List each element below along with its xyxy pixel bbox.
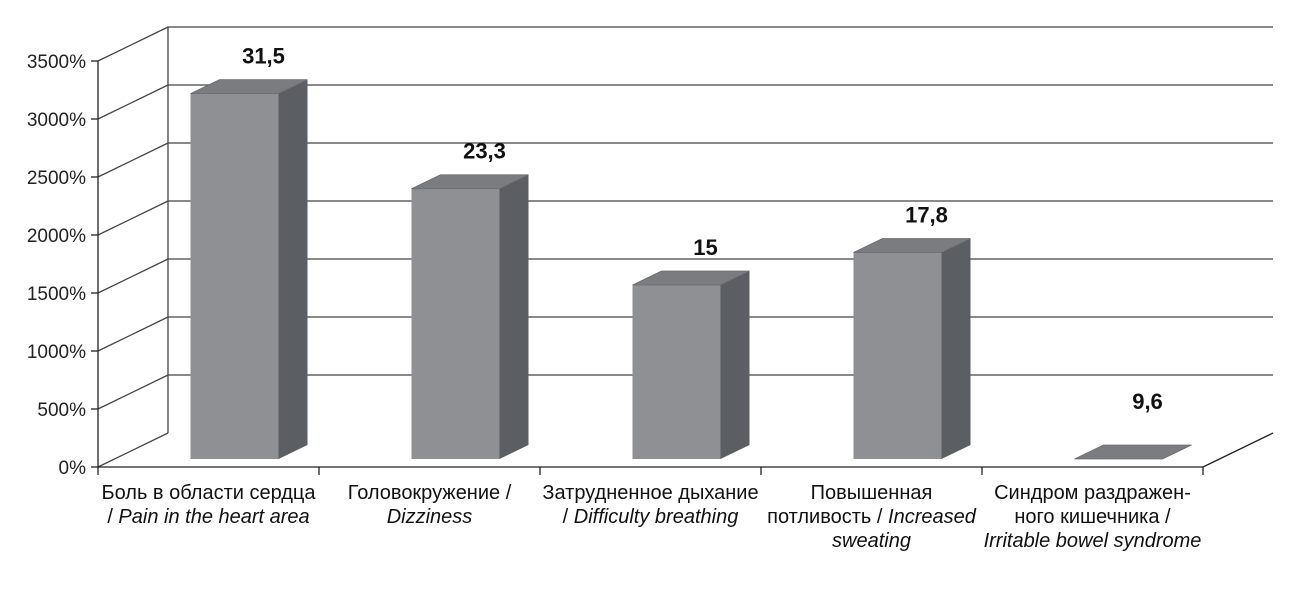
bar-front bbox=[411, 188, 500, 459]
y-tick-label: 0% bbox=[59, 458, 87, 479]
bar bbox=[853, 238, 971, 459]
category-label-ru: Затрудненное дыхание / bbox=[542, 482, 759, 528]
labels-layer: 31,5 23,3 15 17,8 9,6 bbox=[242, 44, 1163, 414]
gridline-diagonal bbox=[97, 316, 169, 352]
bar-front bbox=[632, 285, 721, 459]
bar bbox=[411, 174, 529, 459]
bar bbox=[1074, 444, 1192, 460]
x-category-label: Головокружение / Dizziness bbox=[320, 481, 540, 529]
category-label-en: Pain in the heart area bbox=[112, 506, 310, 528]
y-tick-label: 2500% bbox=[27, 168, 86, 189]
bar-top bbox=[411, 174, 529, 190]
data-label: 31,5 bbox=[242, 44, 285, 69]
bar-front bbox=[853, 252, 942, 459]
bar-top bbox=[1074, 444, 1192, 460]
category-label-ru: Головокружение / bbox=[347, 482, 512, 504]
x-category-label: Затрудненное дыхание / Difficulty breath… bbox=[541, 481, 761, 529]
y-tick-label: 1500% bbox=[27, 284, 86, 305]
bar-front bbox=[190, 93, 279, 459]
y-tick-label: 3000% bbox=[27, 110, 86, 131]
y-tick-label: 3500% bbox=[27, 52, 86, 73]
gridline-diagonal bbox=[97, 26, 169, 62]
data-label: 15 bbox=[693, 235, 717, 260]
category-label-en: Difficulty breathing bbox=[568, 506, 739, 528]
category-label-ru: Повышенная потливость / bbox=[767, 482, 933, 528]
bars-layer bbox=[190, 79, 1192, 460]
gridline-diagonal bbox=[97, 432, 169, 468]
gridline-diagonal bbox=[97, 84, 169, 120]
y-tick-label: 500% bbox=[37, 400, 86, 421]
floor-right-edge bbox=[1202, 432, 1274, 468]
gridline-diagonal bbox=[97, 142, 169, 178]
x-category-label: Боль в области сердца / Pain in the hear… bbox=[99, 481, 319, 529]
x-category-label: Синдром раздражен-ного кишечника / Irrit… bbox=[983, 481, 1203, 553]
y-tick-label: 2000% bbox=[27, 226, 86, 247]
data-label: 23,3 bbox=[463, 139, 506, 164]
bar bbox=[632, 270, 750, 459]
bar-top bbox=[853, 238, 971, 253]
bar-top bbox=[190, 79, 308, 94]
bar bbox=[190, 79, 308, 459]
y-tick-label: 1000% bbox=[27, 342, 86, 363]
bar-side bbox=[499, 174, 529, 459]
data-label: 17,8 bbox=[905, 203, 948, 228]
bar-side bbox=[720, 271, 750, 459]
bar-side bbox=[941, 238, 971, 459]
x-category-label: Повышенная потливость / Increased sweati… bbox=[762, 481, 982, 553]
bar-top bbox=[632, 270, 750, 286]
category-label-en: Dizziness bbox=[386, 506, 473, 528]
category-label-ru: Синдром раздражен-ного кишечника / bbox=[994, 482, 1191, 528]
gridline-diagonal bbox=[97, 200, 169, 236]
data-label: 9,6 bbox=[1132, 389, 1163, 414]
gridline-diagonal bbox=[97, 258, 169, 294]
category-label-en: Increased sweating bbox=[832, 506, 976, 552]
category-label-ru: Боль в области сердца / bbox=[101, 482, 316, 528]
bar-side bbox=[278, 79, 308, 459]
gridline-diagonal bbox=[97, 374, 169, 410]
grid-layer: 0% 500% 1000% 1500% 2000% 2500% 3000% 3500% bbox=[27, 26, 1274, 479]
category-label-en: Irritable bowel syndrome bbox=[983, 530, 1202, 552]
